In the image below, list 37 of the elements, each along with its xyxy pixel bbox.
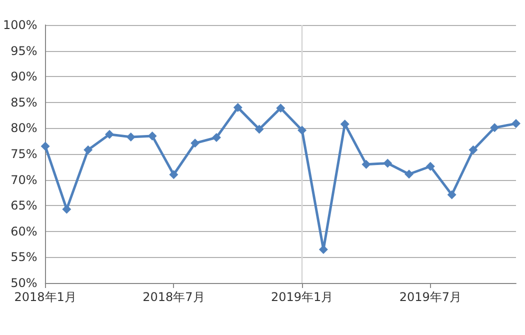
x-tick-label: 2019年7月 — [399, 290, 462, 304]
point — [233, 103, 242, 112]
point — [190, 138, 200, 148]
y-tick-label: 70% — [10, 172, 38, 187]
x-tick-label: 2018年7月 — [142, 290, 205, 304]
point — [404, 170, 414, 179]
point — [104, 130, 114, 139]
point — [447, 190, 456, 200]
point — [62, 204, 72, 214]
point — [426, 162, 435, 171]
y-tick-label: 90% — [10, 70, 38, 84]
point — [40, 142, 50, 151]
point — [169, 170, 178, 180]
point — [212, 132, 221, 142]
point — [84, 145, 93, 154]
point — [468, 145, 478, 154]
y-tick-label: 55% — [10, 250, 38, 264]
y-tick-label: 100% — [2, 18, 38, 32]
point — [362, 160, 371, 169]
point — [383, 158, 392, 168]
point — [512, 119, 520, 128]
point — [490, 123, 500, 132]
x-tick-label: 2018年1月 — [14, 290, 76, 304]
point — [254, 124, 264, 134]
y-tick-label: 85% — [10, 95, 38, 110]
y-tick-label: 65% — [10, 198, 38, 213]
point — [298, 126, 307, 135]
x-tick-label: 2019年1月 — [270, 290, 334, 304]
point — [126, 132, 136, 142]
point — [340, 120, 350, 129]
point — [276, 104, 286, 113]
y-tick-label: 50% — [10, 276, 38, 290]
y-tick-label: 80% — [10, 121, 38, 136]
point — [148, 131, 157, 140]
y-tick-label: 60% — [10, 224, 38, 238]
y-tick-label: 95% — [10, 44, 38, 58]
y-tick-label: 75% — [10, 147, 38, 161]
